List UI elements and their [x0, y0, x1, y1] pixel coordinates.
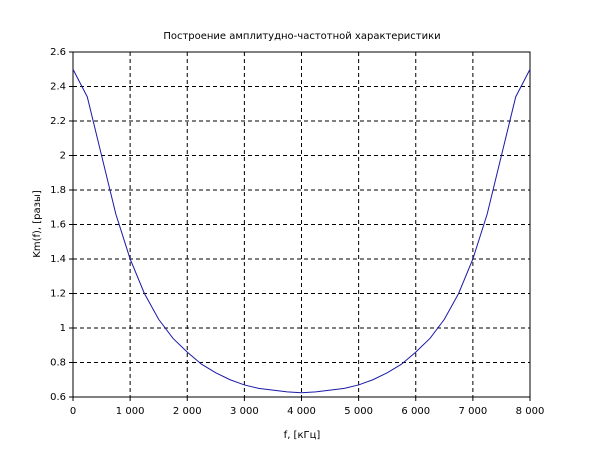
y-tick-label: 2	[60, 151, 66, 162]
x-tick-label: 0	[70, 406, 76, 417]
x-tick-label: 7 000	[459, 406, 488, 417]
x-tick-label: 8 000	[516, 406, 545, 417]
y-tick-label: 1.2	[50, 289, 66, 300]
x-tick-label: 6 000	[401, 406, 430, 417]
y-tick-label: 2.4	[50, 82, 66, 93]
x-tick-label: 4 000	[287, 406, 316, 417]
x-tick-label: 1 000	[116, 406, 145, 417]
y-tick-label: 1.6	[50, 220, 66, 231]
y-tick-label: 1.4	[50, 254, 66, 265]
plot-frame	[72, 51, 531, 398]
x-tick-label: 2 000	[173, 406, 202, 417]
y-tick-label: 2.6	[50, 47, 66, 58]
y-tick-label: 2.2	[50, 116, 66, 127]
y-tick-label: 1.8	[50, 185, 66, 196]
y-tick-label: 0.6	[50, 392, 66, 403]
y-axis-label: Km(f), [разы]	[32, 190, 43, 258]
line-series	[72, 69, 531, 394]
y-tick-label: 0.8	[50, 358, 66, 369]
x-tick-label: 5 000	[344, 406, 373, 417]
y-tick-label: 1	[60, 323, 66, 334]
x-axis-label: f, [кГц]	[284, 430, 321, 441]
x-tick-label: 3 000	[230, 406, 259, 417]
chart-title: Построение амплитудно-частотной характер…	[163, 31, 440, 42]
